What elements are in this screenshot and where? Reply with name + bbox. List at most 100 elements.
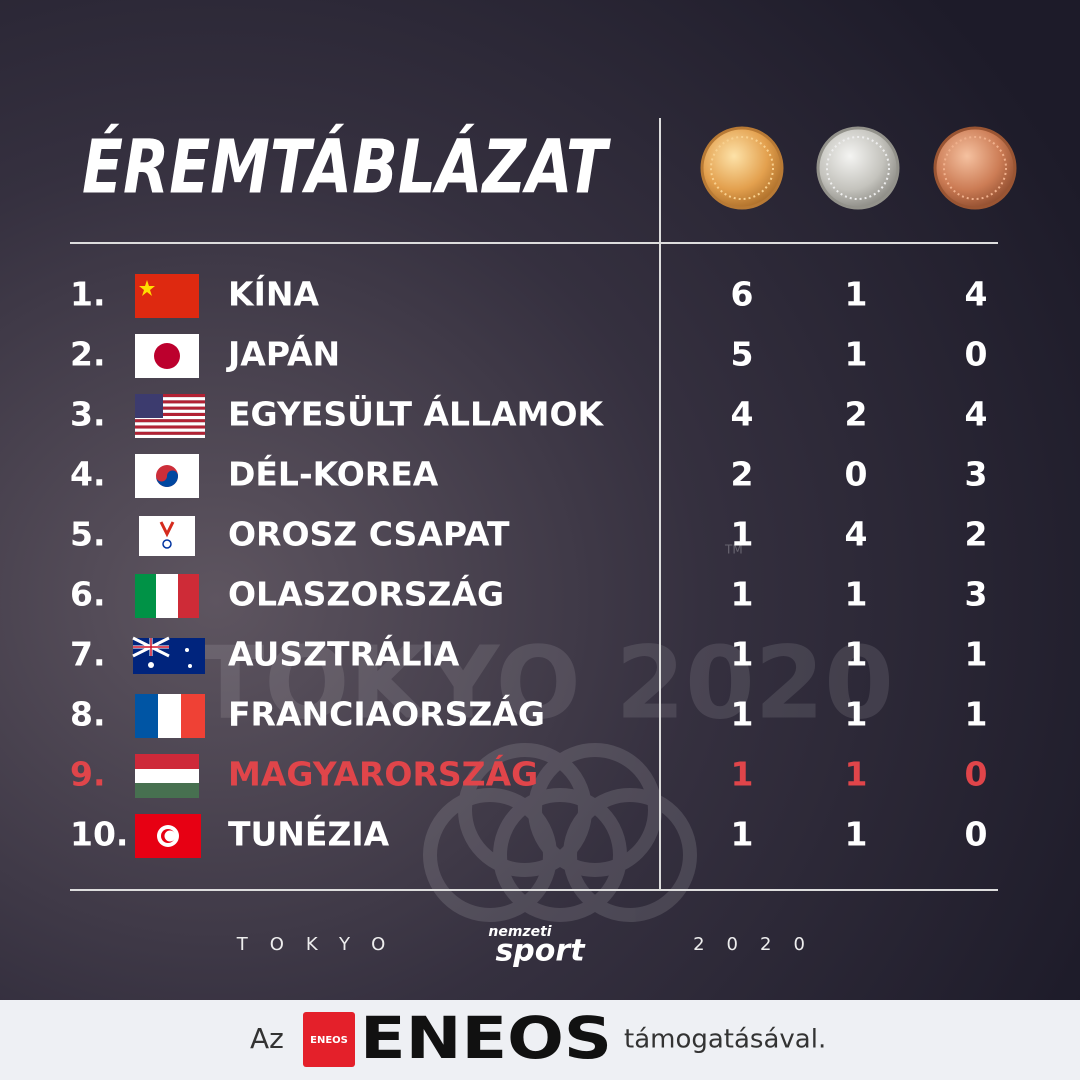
flag-stripe xyxy=(135,400,205,404)
rank: 2. xyxy=(70,335,106,374)
flag-stripe xyxy=(135,409,205,413)
flag-stripe xyxy=(158,694,181,738)
flag-disc xyxy=(154,343,180,369)
medal-count: 1 xyxy=(731,635,754,674)
flag-stripe xyxy=(135,397,205,401)
rank: 7. xyxy=(70,635,106,674)
flag-field xyxy=(135,274,199,318)
medal-count: 5 xyxy=(731,335,754,374)
flag-stripe xyxy=(135,431,205,435)
medal-count: 1 xyxy=(845,755,868,794)
medal-count: 4 xyxy=(845,515,868,554)
medal-count: 1 xyxy=(845,695,868,734)
flag xyxy=(135,814,201,858)
medal-count: 4 xyxy=(965,275,988,314)
medal-count: 0 xyxy=(845,455,868,494)
medal-count: 4 xyxy=(965,395,988,434)
rank: 5. xyxy=(70,515,106,554)
flag xyxy=(135,454,199,498)
footer-left: TOKYO xyxy=(236,934,408,955)
medal-count: 6 xyxy=(731,275,754,314)
country-name: OLASZORSZÁG xyxy=(228,574,504,614)
country-name: KÍNA xyxy=(228,274,319,314)
flag-crescent xyxy=(164,830,176,842)
medal-count: 0 xyxy=(965,755,988,794)
flag xyxy=(135,334,199,378)
country-name: FRANCIAORSZÁG xyxy=(228,694,545,734)
logo-top: nemzeti xyxy=(488,924,551,940)
flag xyxy=(135,394,205,438)
medal-count: 1 xyxy=(965,695,988,734)
rank: 10. xyxy=(70,815,128,854)
medal-count: 0 xyxy=(965,815,988,854)
flag-stripe xyxy=(135,416,205,420)
watermark: TOKYO 2020 xyxy=(196,624,894,741)
flag-stripe xyxy=(135,422,205,426)
rank: 6. xyxy=(70,575,106,614)
sponsor-badge-bg xyxy=(303,1012,355,1067)
rank: 9. xyxy=(70,755,106,794)
medal-count: 1 xyxy=(845,815,868,854)
medal-count: 1 xyxy=(845,575,868,614)
flag-stripe xyxy=(135,419,205,423)
sponsor-bar xyxy=(0,1000,1080,1080)
flag xyxy=(135,754,199,798)
flag-stripe xyxy=(135,403,205,407)
medal-count: 1 xyxy=(845,275,868,314)
flag-star xyxy=(185,648,189,652)
medal-count: 1 xyxy=(731,575,754,614)
flag xyxy=(135,694,205,738)
flag-star xyxy=(148,662,154,668)
flag-stripe xyxy=(156,574,178,618)
medal-count: 1 xyxy=(845,335,868,374)
flag xyxy=(135,574,199,618)
rank: 1. xyxy=(70,275,106,314)
medal-count: 1 xyxy=(845,635,868,674)
flag-stripe xyxy=(135,574,156,618)
flag-stripe xyxy=(135,428,205,432)
flag-stripe xyxy=(135,406,205,410)
sponsor-prefix: Az xyxy=(250,1022,284,1055)
medal-count: 4 xyxy=(731,395,754,434)
flag-stripe xyxy=(135,694,158,738)
medal-count: 1 xyxy=(965,635,988,674)
rows: 1. KÍNA 6 1 4 2. JAPÁN 5 1 0 3. EGYESÜLT ÁLLAMOK 4 2 4… xyxy=(70,274,988,858)
country-name: MAGYARORSZÁG xyxy=(228,754,538,794)
title: ÉREMTÁBLÁZAT xyxy=(82,123,611,211)
flag xyxy=(135,274,199,318)
flag-disc xyxy=(156,470,178,487)
rank: 8. xyxy=(70,695,106,734)
country-name: AUSZTRÁLIA xyxy=(228,634,460,674)
flag-stripe xyxy=(135,754,199,769)
flag-stripe xyxy=(135,412,205,416)
medal-count: 1 xyxy=(731,515,754,554)
rank: 3. xyxy=(70,395,106,434)
rank: 4. xyxy=(70,455,106,494)
medal-count: 0 xyxy=(965,335,988,374)
flag-star xyxy=(188,664,192,668)
country-name: OROSZ CSAPAT xyxy=(228,515,510,554)
medal-count: 3 xyxy=(965,575,988,614)
flag-emblem xyxy=(159,521,175,538)
country-name: JAPÁN xyxy=(226,334,340,374)
medal-count: 1 xyxy=(731,815,754,854)
watermark-tm: TM xyxy=(724,543,743,557)
medal-count: 2 xyxy=(731,455,754,494)
flag-stripe xyxy=(181,694,205,738)
flag-stripe xyxy=(178,574,199,618)
sponsor-suffix: támogatásával. xyxy=(624,1025,826,1055)
sponsor-badge: ENEOS xyxy=(310,1035,348,1046)
flag xyxy=(139,516,195,556)
flag-stripe xyxy=(135,434,205,438)
flag-union xyxy=(133,638,169,656)
country-name: DÉL-KOREA xyxy=(228,454,439,494)
footer-right: 2020 xyxy=(693,934,827,955)
country-name: EGYESÜLT ÁLLAMOK xyxy=(228,394,604,434)
medal-icons xyxy=(700,126,1017,210)
flag-star xyxy=(139,280,155,296)
medal-count: 2 xyxy=(965,515,988,554)
flag-stripe xyxy=(135,783,199,798)
flag xyxy=(132,636,205,674)
